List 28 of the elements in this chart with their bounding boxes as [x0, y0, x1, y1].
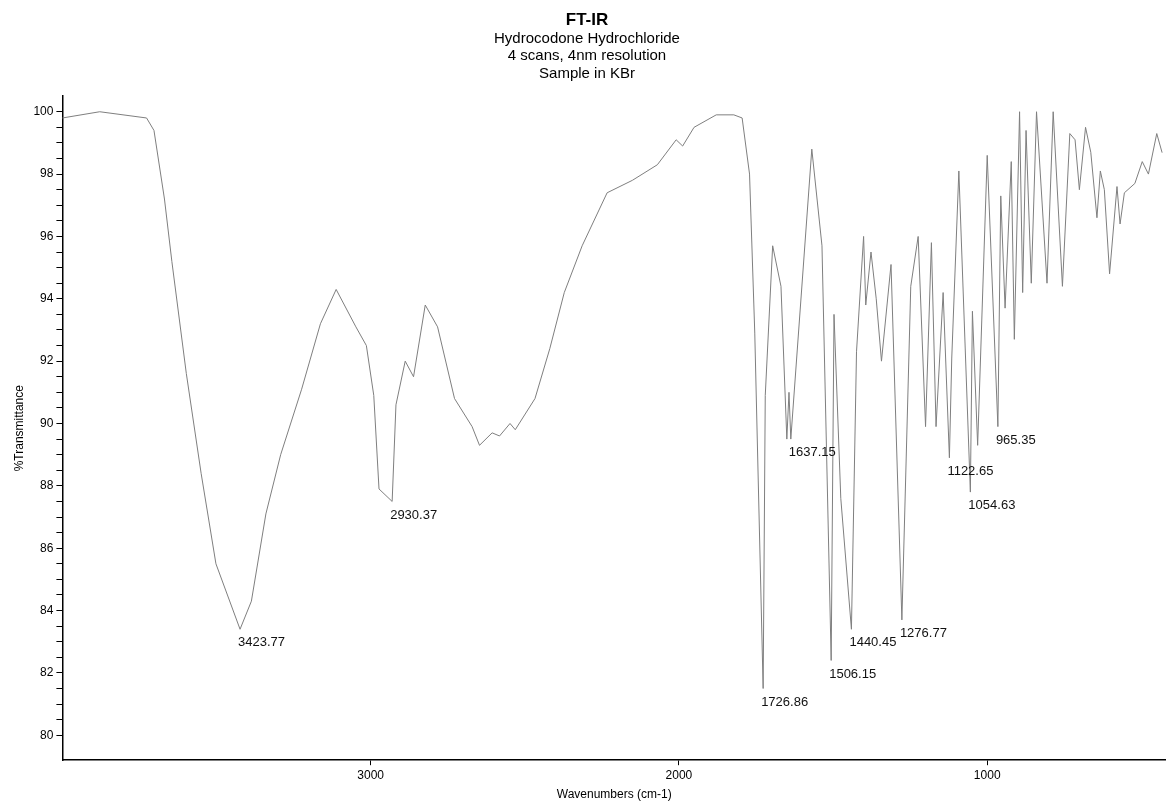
- annotation: 1440.45: [849, 634, 897, 650]
- y-tick-label: 98: [40, 166, 54, 181]
- y-tick-label: 100: [33, 104, 54, 119]
- x-tick-label: 2000: [665, 767, 693, 782]
- x-axis-title: Wavenumbers (cm-1): [556, 787, 672, 802]
- annotation: 1637.15: [788, 444, 836, 460]
- y-tick-label: 92: [40, 353, 54, 368]
- annotation: 1276.77: [899, 624, 947, 640]
- chart-title: FT-IR: [565, 9, 609, 29]
- x-tick-label: 1000: [973, 767, 1001, 782]
- annotation: 1726.86: [761, 693, 809, 709]
- y-tick-label: 96: [40, 228, 54, 243]
- annotation: 965.35: [995, 431, 1036, 447]
- y-tick-label: 80: [40, 727, 54, 742]
- x-tick-label: 3000: [357, 767, 385, 782]
- y-tick-label: 84: [40, 602, 54, 617]
- y-tick-label: 94: [40, 291, 54, 306]
- y-tick-label: 90: [40, 415, 54, 430]
- annotation: 1054.63: [968, 497, 1016, 513]
- annotation: 1506.15: [829, 665, 877, 681]
- y-tick-label: 82: [40, 665, 54, 680]
- y-tick-label: 86: [40, 540, 54, 555]
- annotation: 2930.37: [390, 506, 438, 522]
- annotation: 1122.65: [947, 462, 994, 478]
- y-axis-title: %Transmittance: [11, 384, 26, 472]
- annotation: 3423.77: [238, 634, 286, 650]
- chart-subtitle: Hydrocodone Hydrochloride 4 scans, 4nm resolution Sample in KBr: [494, 29, 680, 81]
- y-tick-label: 88: [40, 478, 54, 493]
